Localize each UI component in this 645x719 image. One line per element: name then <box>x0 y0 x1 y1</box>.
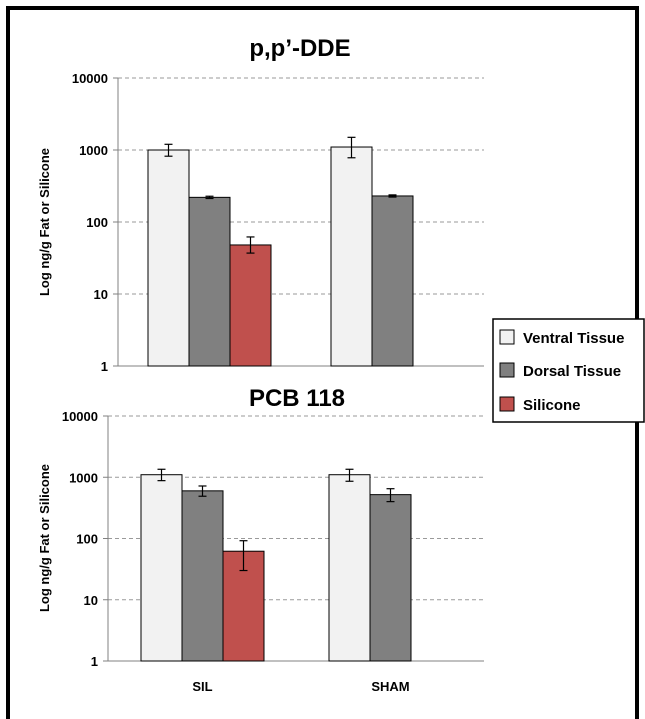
legend-label-ventral: Ventral Tissue <box>523 330 624 347</box>
y-tick-label: 10000 <box>72 71 108 86</box>
y-tick-label: 1000 <box>79 143 108 158</box>
legend-swatch-silicone <box>499 396 515 412</box>
chart-1-title: p,p’-DDE <box>249 35 350 62</box>
x-category-label: SHAM <box>371 679 409 694</box>
bar <box>188 196 231 367</box>
bar <box>140 474 183 662</box>
y-tick-label: 10 <box>94 287 108 302</box>
bar <box>229 244 272 367</box>
y-tick-label: 10 <box>84 593 98 608</box>
bar <box>369 494 412 662</box>
y-tick-label: 1 <box>91 654 98 669</box>
x-category-label: SIL <box>192 679 212 694</box>
bar <box>181 490 224 662</box>
chart-1-ylabel: Log ng/g Fat or Silicone <box>37 148 52 296</box>
bar <box>330 146 373 367</box>
legend-label-silicone: Silicone <box>523 397 581 414</box>
bar <box>328 474 371 662</box>
y-tick-label: 100 <box>86 215 108 230</box>
legend-swatch-dorsal <box>499 362 515 378</box>
bar <box>371 195 414 367</box>
y-tick-label: 1000 <box>69 470 98 485</box>
y-tick-label: 1 <box>101 359 108 374</box>
chart-2-title: PCB 118 <box>249 385 345 412</box>
bar <box>147 149 190 367</box>
legend: Ventral Tissue Dorsal Tissue Silicone <box>492 318 645 423</box>
y-tick-label: 100 <box>76 532 98 547</box>
chart-marks: 1 10 100 1000 10000 1 10 100 1000 10000 SIL SHAM <box>62 71 484 694</box>
legend-box <box>492 318 645 423</box>
y-tick-label: 10000 <box>62 409 98 424</box>
chart-2-ylabel: Log ng/g Fat or Silicone <box>37 464 52 612</box>
legend-label-dorsal: Dorsal Tissue <box>523 363 621 380</box>
legend-swatch-ventral <box>499 329 515 345</box>
